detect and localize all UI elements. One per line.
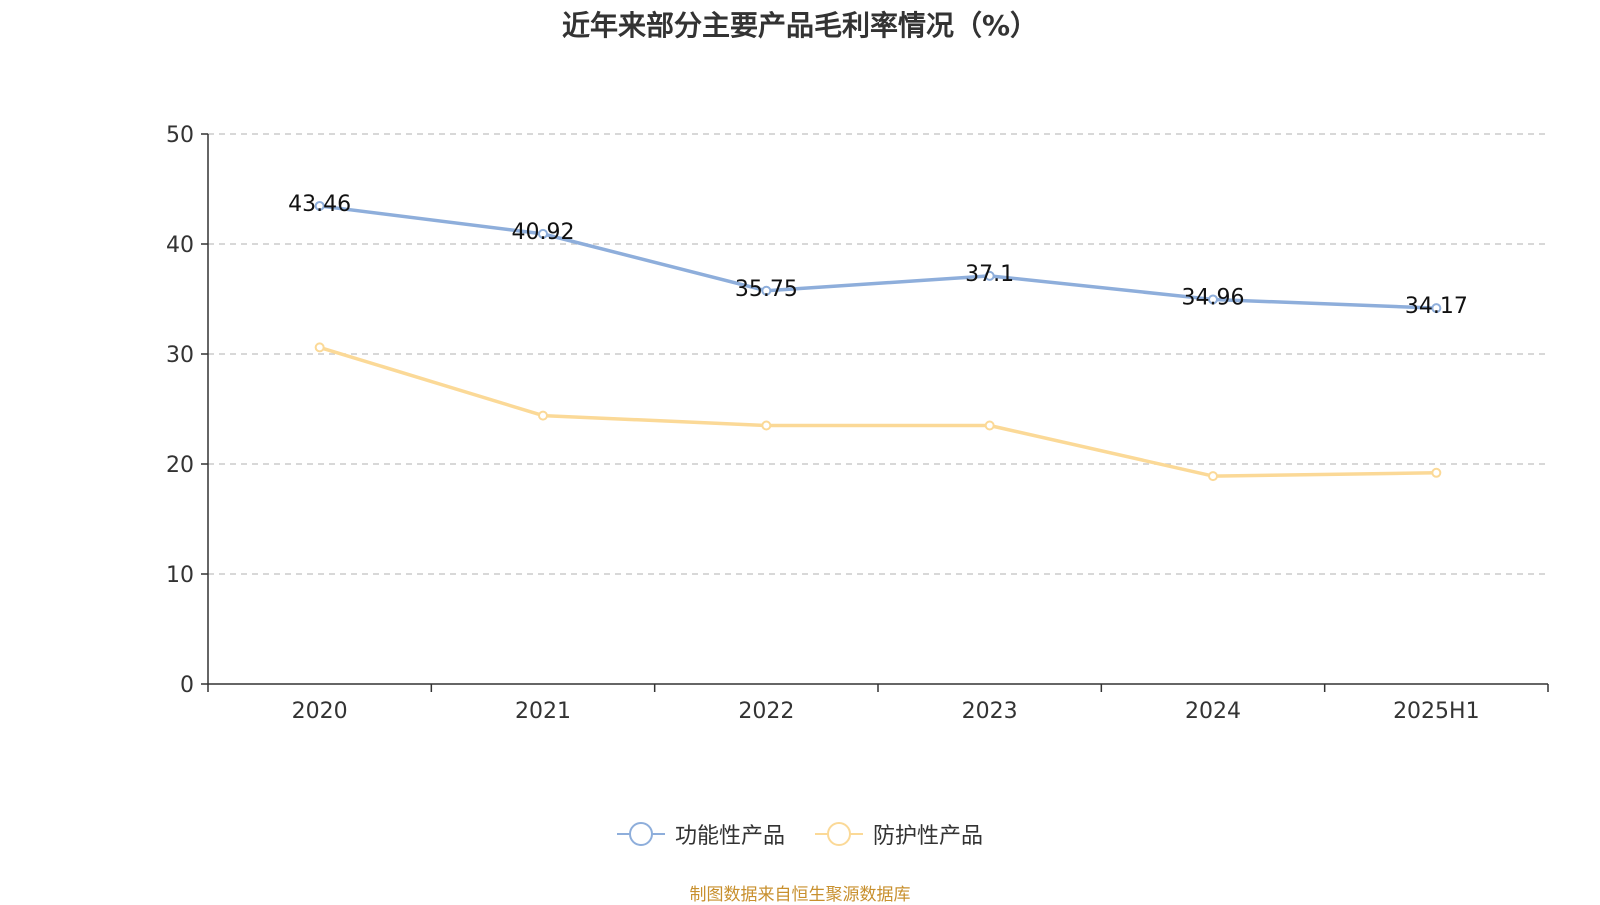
data-label: 43.46 bbox=[288, 192, 351, 217]
data-point bbox=[314, 342, 325, 353]
data-point bbox=[984, 420, 995, 431]
chart-title: 近年来部分主要产品毛利率情况（%） bbox=[561, 9, 1039, 42]
data-point bbox=[984, 270, 995, 281]
data-point bbox=[761, 285, 772, 296]
y-tick-label: 50 bbox=[166, 123, 194, 148]
data-point bbox=[1431, 467, 1442, 478]
grid-lines bbox=[208, 133, 1548, 575]
data-point bbox=[538, 228, 548, 239]
data-label: 35.75 bbox=[735, 277, 798, 302]
y-tick-label: 30 bbox=[166, 343, 194, 368]
x-tick-label: 2020 bbox=[292, 699, 348, 724]
data-label: 37.1 bbox=[965, 262, 1014, 287]
legend: 功能性产品 防护性产品 bbox=[0, 818, 1600, 850]
data-point bbox=[1208, 471, 1218, 482]
x-tick-label: 2022 bbox=[738, 699, 794, 724]
legend-label-series-1: 功能性产品 bbox=[674, 824, 785, 849]
series-group bbox=[314, 200, 1442, 482]
legend-item-series-2[interactable]: 防护性产品 bbox=[815, 818, 983, 850]
series-line-1 bbox=[317, 204, 1439, 310]
axes: 0 10 20 30 40 50 2020 2021 2022 2023 2024 2025H1 bbox=[166, 123, 1549, 724]
x-tick-label: 2021 bbox=[515, 699, 571, 724]
data-label: 34.96 bbox=[1182, 285, 1245, 310]
y-tick-label: 10 bbox=[166, 563, 194, 588]
data-point bbox=[1208, 294, 1218, 305]
data-point bbox=[538, 410, 548, 421]
data-labels: 43.46 40.92 35.75 37.1 34.96 34.17 bbox=[288, 192, 1468, 319]
y-tick-label: 0 bbox=[180, 673, 194, 698]
source-note: 制图数据来自恒生聚源数据库 bbox=[689, 885, 911, 905]
data-label: 34.17 bbox=[1405, 294, 1468, 319]
legend-label-series-2: 防护性产品 bbox=[873, 824, 984, 849]
y-tick-label: 20 bbox=[166, 453, 194, 478]
legend-marker-series-2 bbox=[815, 821, 863, 847]
y-tick-label: 40 bbox=[166, 233, 194, 258]
legend-marker-series-1 bbox=[616, 821, 665, 847]
x-tick-label: 2024 bbox=[1185, 699, 1241, 724]
data-point bbox=[761, 420, 772, 431]
data-point bbox=[314, 200, 325, 211]
x-tick-label: 2025H1 bbox=[1393, 699, 1480, 724]
series-line-2 bbox=[317, 345, 1439, 478]
data-point bbox=[1431, 303, 1442, 314]
data-label: 40.92 bbox=[512, 220, 575, 245]
x-tick-label: 2023 bbox=[962, 699, 1018, 724]
legend-item-series-1[interactable]: 功能性产品 bbox=[616, 818, 785, 850]
